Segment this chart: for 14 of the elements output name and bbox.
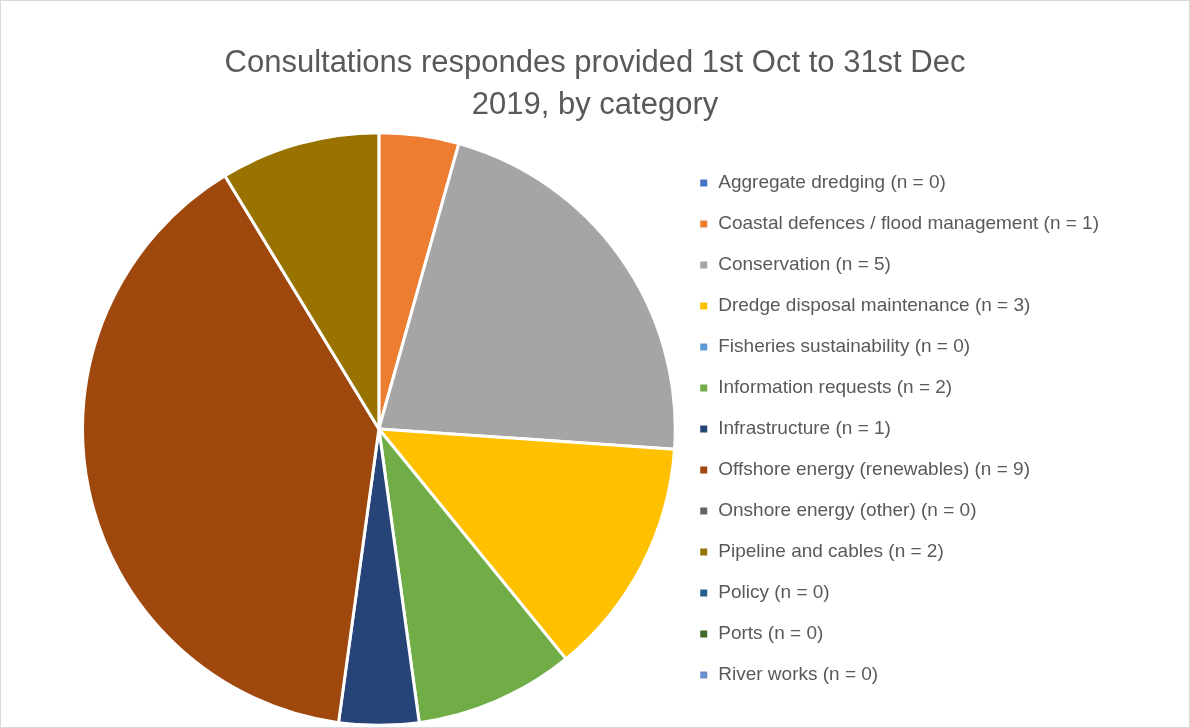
legend-label: Ports (n = 0) [718,622,824,644]
legend-label: Information requests (n = 2) [718,376,953,398]
legend-label: Coastal defences / flood management (n = 1) [718,212,1100,234]
legend-label: Fisheries sustainability (n = 0) [718,335,971,357]
legend-label: Conservation (n = 5) [718,253,891,275]
legend-label: River works (n = 0) [718,663,879,685]
legend-label: Infrastructure (n = 1) [718,417,891,439]
legend-label: Offshore energy (renewables) (n = 9) [718,458,1030,480]
legend-label: Dredge disposal maintenance (n = 3) [718,294,1031,316]
legend-label: Policy (n = 0) [718,581,830,603]
legend-label: Pipeline and cables (n = 2) [718,540,944,562]
legend-label: Aggregate dredging (n = 0) [718,171,946,193]
chart-title: Consultations respondes provided 1st Oct to 31st Dec 2019, by category [223,43,967,123]
legend-label: Onshore energy (other) (n = 0) [718,499,977,521]
